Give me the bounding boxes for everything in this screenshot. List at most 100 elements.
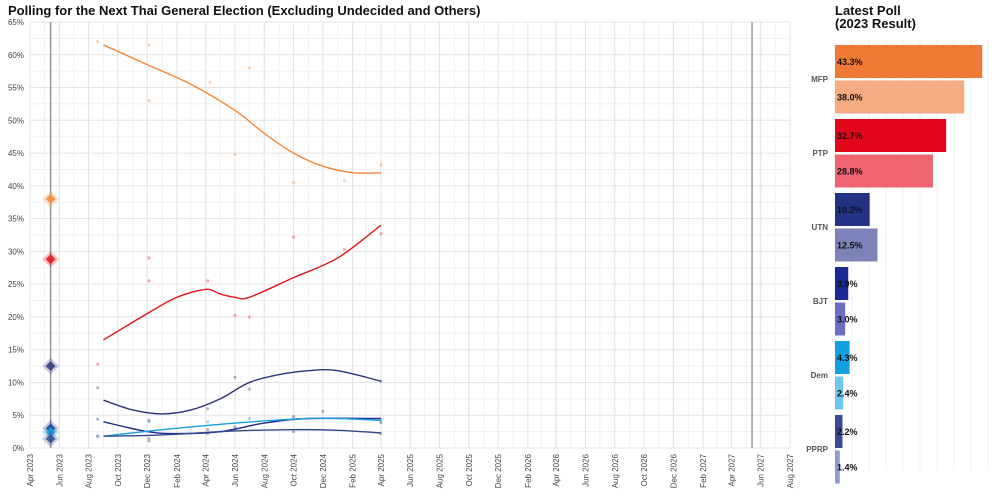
poll-points: [96, 40, 383, 443]
y-axis: 0% 5% 10% 15% 20% 25% 30% 35% 40% 45% 50% 55% 60% 65%: [8, 18, 24, 453]
x-tick-label: Dec 2023: [143, 453, 152, 488]
bar-value-label: 32.7%: [837, 131, 863, 141]
y-tick-label: 50%: [8, 116, 24, 125]
bar-value-label: 4.3%: [837, 353, 858, 363]
category-label: MFP: [811, 75, 829, 84]
x-tick-label: Dec 2026: [669, 453, 678, 488]
polling-trend-chart: Polling for the Next Thai General Electi…: [8, 3, 795, 488]
bar-value-label: 28.8%: [837, 167, 863, 177]
poll-point: [342, 179, 347, 183]
x-tick-label: Apr 2024: [202, 453, 211, 486]
x-axis: Apr 2023 Jun 2023 Aug 2023 Oct 2023 Dec 2023…: [26, 453, 795, 488]
poll-point: [96, 434, 100, 438]
poll-point: [233, 314, 237, 318]
poll-point: [147, 439, 151, 443]
bar: [835, 228, 878, 262]
poll-point: [379, 232, 383, 236]
x-tick-label: Jun 2024: [231, 453, 240, 486]
x-tick-label: Aug 2025: [436, 453, 445, 488]
bar: [835, 376, 844, 410]
trend-line: [103, 44, 381, 174]
bar-value-label: 3.0%: [837, 315, 858, 325]
side-chart-subtitle: (2023 Result): [835, 16, 916, 31]
bar: [835, 80, 965, 114]
poll-point: [96, 434, 100, 438]
bar: [835, 267, 849, 300]
x-tick-label: Aug 2023: [85, 453, 94, 488]
trend-line: [103, 417, 381, 437]
x-tick-label: Apr 2027: [727, 453, 736, 486]
poll-point: [96, 40, 100, 44]
category-label: UTN: [812, 223, 829, 232]
y-tick-label: 45%: [8, 149, 24, 158]
bar: [835, 341, 850, 374]
x-tick-label: Feb 2026: [524, 453, 533, 487]
side-bars: 43.3% 38.0% 32.7% 28.8% 10.2% 12.5% 3.9% 3.0% 4.…: [835, 45, 983, 484]
poll-point: [247, 315, 252, 319]
poll-point: [96, 417, 100, 421]
x-tick-label: Aug 2026: [611, 453, 620, 488]
x-tick-label: Feb 2025: [349, 453, 358, 487]
bar-value-label: 43.3%: [837, 57, 863, 67]
y-tick-label: 60%: [8, 51, 24, 60]
poll-point: [206, 428, 210, 432]
poll-point: [291, 430, 296, 434]
poll-point: [291, 180, 296, 185]
poll-point: [233, 375, 237, 379]
poll-point: [247, 416, 252, 421]
bar: [835, 302, 846, 336]
x-tick-label: Oct 2024: [290, 453, 299, 486]
bar: [835, 450, 840, 484]
poll-point: [291, 235, 296, 239]
x-tick-label: Dec 2024: [319, 453, 328, 488]
poll-point: [206, 279, 210, 283]
bar: [835, 415, 843, 448]
y-tick-label: 0%: [12, 444, 24, 453]
x-tick-label: Aug 2027: [786, 453, 795, 488]
poll-point: [147, 256, 151, 260]
poll-point: [379, 420, 383, 425]
y-tick-label: 55%: [8, 84, 24, 93]
side-category-labels: MFP PTP UTN BJT Dem PPRP: [806, 75, 828, 454]
y-tick-label: 40%: [8, 182, 24, 191]
poll-point: [247, 66, 252, 70]
bar-value-label: 1.4%: [837, 463, 858, 473]
poll-point: [147, 43, 151, 47]
poll-point: [147, 420, 151, 424]
bar: [835, 119, 947, 152]
poll-point: [233, 425, 237, 429]
poll-point: [96, 362, 100, 366]
poll-point: [233, 152, 237, 156]
poll-point: [342, 247, 347, 252]
side-chart-title: Latest Poll: [835, 3, 901, 18]
category-label: BJT: [813, 297, 828, 306]
poll-point: [379, 163, 383, 167]
category-label: PTP: [812, 149, 828, 158]
trend-line: [103, 224, 382, 341]
poll-point: [208, 80, 212, 84]
chart-title: Polling for the Next Thai General Electi…: [8, 3, 480, 18]
poll-point: [147, 279, 151, 283]
bar-value-label: 2.2%: [837, 427, 858, 437]
bar-value-label: 12.5%: [837, 241, 863, 251]
poll-point: [291, 414, 296, 419]
x-tick-label: Oct 2025: [465, 453, 474, 486]
x-tick-label: Aug 2024: [260, 453, 269, 488]
poll-point: [206, 420, 210, 424]
bar: [835, 193, 870, 226]
x-tick-label: Oct 2023: [114, 453, 123, 486]
poll-point: [147, 99, 151, 103]
y-tick-label: 15%: [8, 346, 24, 355]
trend-line: [103, 428, 381, 437]
category-label: PPRP: [806, 445, 828, 454]
x-tick-label: Apr 2026: [552, 453, 561, 486]
x-tick-label: Jun 2026: [581, 453, 590, 486]
poll-point: [206, 407, 210, 411]
latest-poll-chart: Latest Poll (2023 Result) 43.3% 38.0% 32.7…: [806, 3, 989, 484]
x-tick-label: Feb 2024: [173, 453, 182, 487]
x-tick-label: Oct 2026: [640, 453, 649, 486]
y-tick-label: 30%: [8, 247, 24, 256]
trend-lines: [103, 44, 382, 437]
x-tick-label: Apr 2023: [26, 453, 35, 486]
poll-point: [321, 409, 325, 413]
